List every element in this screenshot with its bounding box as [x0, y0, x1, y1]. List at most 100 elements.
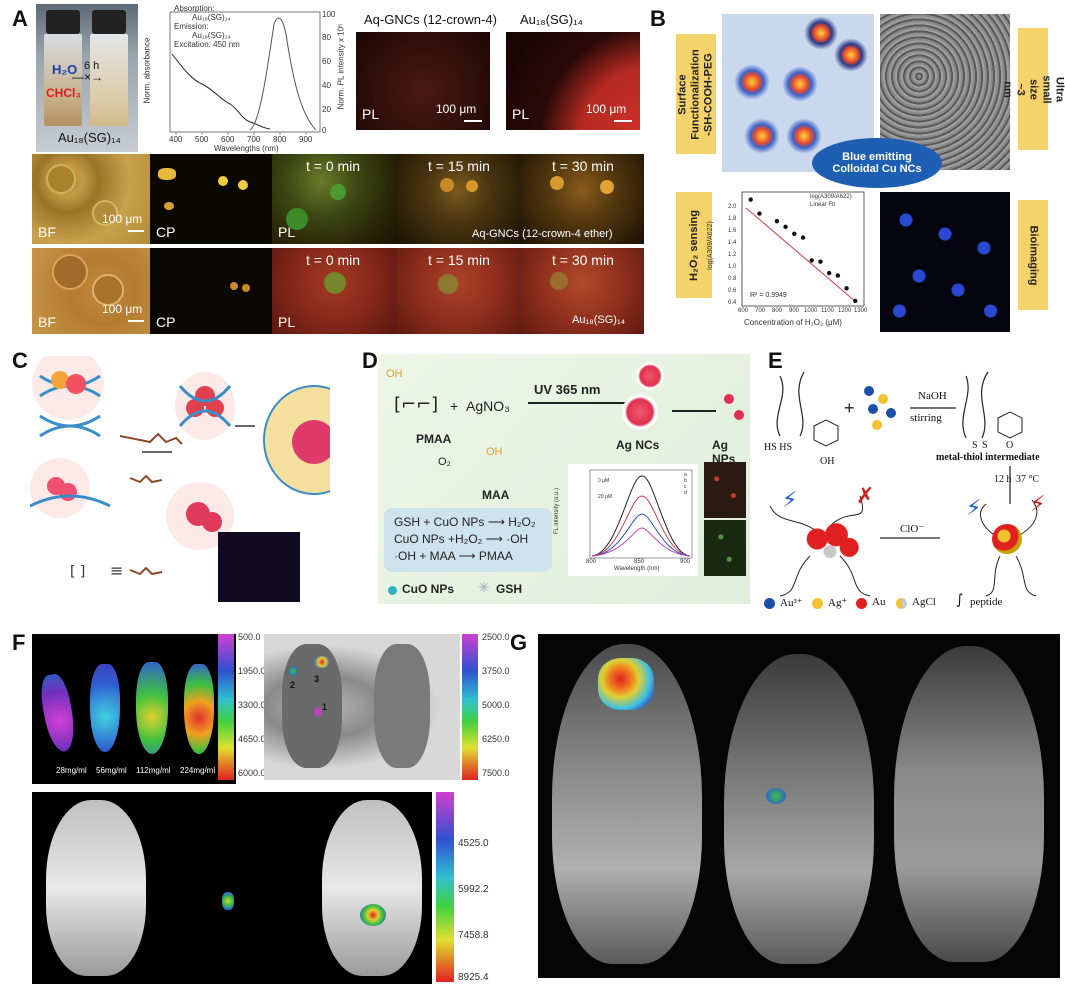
d-leg-gsh: GSH [496, 582, 523, 596]
g-hotspot-small [766, 788, 786, 804]
sens-point [844, 286, 849, 291]
row2-bf: BF 100 μm [32, 248, 150, 334]
sens-ytick: 0.8 [728, 276, 737, 282]
f-cb2-tick: 5000.0 [482, 700, 510, 710]
spectrum-ytick: 60 [322, 57, 331, 66]
d-eq-3: ·OH + MAA ⟶ PMAA [394, 549, 513, 563]
sens-xtick: 900 [789, 308, 800, 314]
f-cb2-tick: 3750.0 [482, 666, 510, 676]
spectrum-ytick: 20 [322, 105, 331, 114]
micro-row-2: BF 100 μm CP t = 0 min PL t = 15 min t =… [32, 248, 644, 334]
d-uv: UV 365 nm [534, 382, 601, 397]
vial-cap-right [92, 10, 126, 34]
f-tube-3 [136, 662, 168, 754]
spectrum-legend-abs-s: Au₁₈(SG)₁₄ [192, 13, 231, 22]
e-leg-au3: Au³⁺ [780, 597, 803, 609]
blue-ellipse: Blue emitting Colloidal Cu NCs [812, 138, 942, 188]
pl1-scale: 100 μm [436, 102, 477, 116]
panel-label-a: A [12, 6, 28, 31]
d-inset-xtick: 800 [586, 559, 597, 565]
sens-point [800, 235, 806, 240]
panel-e: HS HS OH + NaOH stirring S S O metal-thi… [760, 356, 1060, 609]
row1-t0: t = 0 min [306, 158, 361, 174]
f-cb1-tick: 1950.0 [238, 666, 266, 676]
row2-bf-tag: BF [38, 314, 56, 330]
f-hotspot [314, 708, 322, 716]
nc-particle [782, 66, 818, 102]
sens-ytick: 1.4 [728, 240, 737, 246]
row1-pl15: t = 15 min [396, 154, 520, 244]
e-leg-agcl: AgCl [912, 596, 936, 608]
d-plus: + [450, 398, 459, 414]
sens-xtick: 1200 [838, 308, 852, 314]
sens-xtick: 700 [755, 308, 766, 314]
svg-text:≡: ≡ [110, 561, 123, 580]
cp-dot [238, 180, 248, 190]
spectrum-xtick: 800 [273, 135, 287, 144]
row2-pl0: t = 0 min PL [272, 248, 396, 334]
d-inset: FL intensity (a.u.) Wavelength (nm) 0 μM… [554, 464, 698, 576]
d-inset-ylabel: FL intensity (a.u.) [554, 487, 561, 535]
d-polymer: [⌐⌐] [394, 394, 439, 415]
d-maa: MAA [482, 488, 510, 502]
dna-illustration: [ ] ≡ [29, 348, 365, 606]
vial-left [44, 34, 82, 126]
d-o2: O₂ [438, 456, 451, 468]
e-leg-ag: Ag⁺ [828, 597, 848, 609]
e-s1: S [972, 440, 978, 451]
sign-surface-text: Surface Functionalization -SH-COOH-PEG [676, 48, 715, 140]
g-image [538, 634, 1060, 978]
e-stirring: stirring [910, 412, 942, 424]
spectrum-ylabel-right: Norm. PL intensity x 10⁵ [336, 23, 346, 110]
sens-xtick: 1000 [804, 308, 818, 314]
panel-d-bg: OH [⌐⌐] + AgNO₃ UV 365 nm PMAA Ag NCs Ag… [378, 354, 750, 604]
sign-size-text: Ultra small size ~3 nm [1001, 74, 1065, 104]
spectrum-ytick: 80 [322, 33, 331, 42]
pl-blob [438, 274, 458, 294]
sens-xtick: 800 [772, 308, 783, 314]
row2-pl-tag: PL [278, 314, 296, 330]
f-conc-2: 56mg/ml [96, 766, 127, 775]
pl-blob [466, 180, 478, 192]
d-eq-2: CuO NPs +H₂O₂ ⟶ ·OH [394, 532, 529, 546]
spectrum-svg [169, 11, 321, 135]
cp-dot [242, 284, 250, 292]
d-inset-xtick: 850 [634, 559, 645, 565]
d-cell-img-2 [704, 520, 746, 576]
sens-xtick: 600 [738, 308, 749, 314]
sens-ytick: 2.0 [728, 204, 737, 210]
sens-point [809, 258, 814, 263]
e-leg-agcl-dot [896, 598, 907, 609]
vial-arrow: —×→ [72, 70, 104, 84]
d-cuo-dot [388, 586, 397, 595]
sens-point [748, 197, 753, 202]
spectrum-legend-em-s: Au₁₈(SG)₁₄ [192, 31, 231, 40]
d-agnc-1 [636, 362, 664, 390]
e-clo: ClO⁻ [900, 523, 925, 535]
e-hs: HS HS [764, 442, 793, 453]
ellipse-line-1: Blue emitting [842, 151, 912, 163]
sensing-svg [741, 191, 865, 307]
ellipse-line-2: Colloidal Cu NCs [832, 163, 922, 175]
g-hotspot-large [598, 658, 654, 710]
sens-point [792, 231, 797, 236]
nc-particle [834, 38, 868, 72]
f-mark-1: 1 [322, 702, 328, 712]
d-inset-svg [589, 469, 693, 559]
d-inset-20: 20 μM [598, 494, 612, 500]
spectrum-ytick: 0 [322, 126, 327, 135]
pl-blob [324, 272, 346, 294]
f-tubes: 28mg/ml 56mg/ml 112mg/ml 224mg/ml [32, 634, 236, 784]
sens-ytick: 1.2 [728, 252, 737, 258]
e-ion [872, 420, 882, 430]
e-leg-peptide-icon: ∫ [956, 592, 964, 608]
spectrum-xlabel: Wavelengths (nm) [214, 144, 279, 153]
spectrum-xtick: 500 [195, 135, 209, 144]
d-arrow-2 [672, 410, 716, 412]
pl-blob [550, 272, 568, 290]
spectrum-xtick: 600 [221, 135, 235, 144]
row1-bf-tag: BF [38, 224, 56, 240]
row1-pl0: t = 0 min PL [272, 154, 396, 244]
f-cb1-tick: 6000.0 [238, 768, 266, 778]
e-leg-au-dot [856, 598, 867, 609]
